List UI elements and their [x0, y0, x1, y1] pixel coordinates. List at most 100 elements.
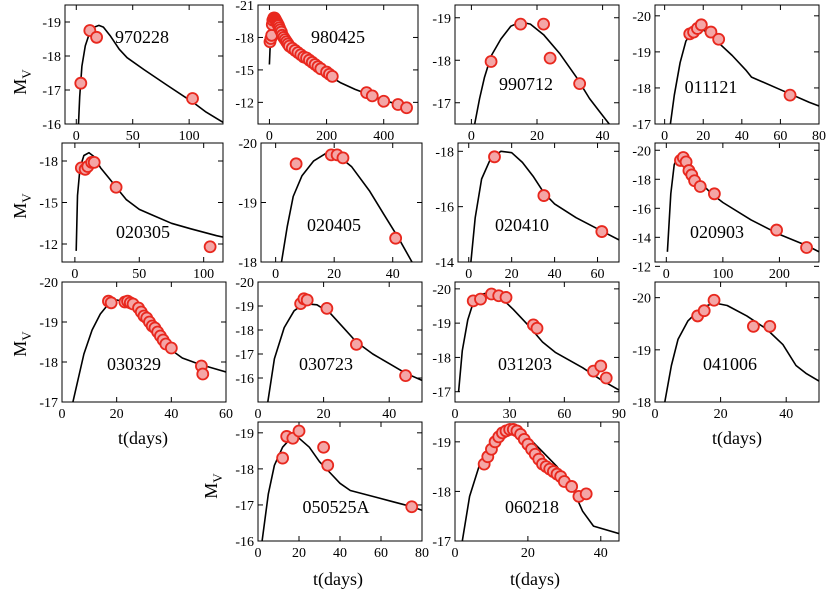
y-axis-title-sub: V [210, 473, 225, 483]
data-point [565, 480, 579, 493]
x-tick-label: 20 [696, 129, 710, 144]
data-point [399, 369, 413, 383]
x-tick-label: 40 [779, 407, 793, 422]
y-axis-title-main: M [201, 483, 221, 499]
panel-031203: 0 30 60 90 -17 -18 -19 -20 031203 [432, 281, 626, 422]
x-tick-label: 50 [132, 267, 146, 282]
y-tick-label: -18 [632, 173, 651, 188]
x-tick-label: 0 [652, 407, 659, 422]
panel-020410: 0 20 40 60 -14 -16 -18 020410 [435, 142, 620, 282]
model-curve [457, 291, 619, 392]
y-axis-title-row4: MV [201, 473, 225, 499]
data-points [477, 423, 593, 503]
x-tick-label: 20 [530, 129, 544, 144]
panel-frame [654, 281, 820, 403]
x-tick-label: 60 [557, 407, 571, 422]
sn-label: 020410 [495, 215, 549, 235]
x-tick-label: 40 [594, 546, 608, 561]
x-tick-label: 40 [735, 129, 749, 144]
x-tick-label: 40 [164, 407, 178, 422]
x-tick-label: 0 [663, 267, 670, 282]
sn-label: 011121 [685, 77, 738, 97]
y-tick-label: -20 [432, 283, 451, 298]
y-tick-label: -18 [632, 396, 651, 411]
y-tick-label: -19 [632, 46, 651, 61]
data-point [400, 101, 413, 115]
data-point [704, 25, 718, 39]
data-points [674, 151, 813, 254]
sn-label: 031203 [498, 354, 552, 374]
data-points [466, 287, 613, 385]
model-curve [664, 302, 819, 402]
panel-frame [457, 142, 620, 263]
data-point [349, 337, 363, 351]
data-point [292, 424, 306, 438]
y-tick-label: -21 [235, 0, 254, 14]
sn-label: 041006 [703, 354, 757, 374]
y-tick-label: -15 [39, 197, 58, 212]
data-point [474, 292, 487, 306]
y-tick-label: -17 [432, 97, 451, 112]
panel-frame [454, 421, 620, 542]
data-point [763, 319, 777, 333]
y-tick-label: -19 [432, 12, 451, 27]
y-tick-label: -16 [235, 372, 254, 387]
x-axis-title-row3-left: t(days) [118, 428, 168, 449]
data-point [599, 371, 613, 385]
data-points [683, 18, 797, 102]
sn-label: 020405 [307, 215, 361, 235]
data-points [102, 294, 210, 381]
y-tick-label: -19 [432, 317, 451, 332]
data-point [514, 17, 527, 31]
data-point [694, 18, 708, 32]
y-tick-label: -19 [42, 16, 61, 31]
panel-030329: 0 20 40 60 -17 -18 -19 -20 030329 [39, 276, 233, 422]
x-tick-label: 80 [812, 129, 826, 144]
data-point [320, 301, 334, 315]
y-tick-label: -12 [39, 238, 58, 253]
x-tick-label: 50 [126, 129, 140, 144]
y-tick-label: -17 [432, 386, 451, 401]
panel-020903: 0 100 200 -12 -14 -16 -18 -20 020903 [632, 142, 820, 282]
y-tick-label: -14 [435, 256, 454, 271]
y-tick-label: -20 [235, 276, 254, 291]
x-tick-label: 0 [465, 267, 472, 282]
y-axis-title-row2: MV [10, 193, 34, 219]
y-tick-label: -16 [435, 201, 454, 216]
data-point [325, 70, 339, 83]
data-point [484, 55, 498, 68]
data-point [405, 500, 419, 514]
panel-020305: 0 50 100 -12 -15 -18 020305 [39, 142, 224, 282]
y-tick-label: -20 [39, 276, 58, 291]
data-point [109, 180, 123, 194]
data-point [697, 304, 711, 318]
sn-label: 970228 [115, 27, 169, 47]
sn-label: 020903 [690, 222, 744, 242]
y-tick-label: -20 [632, 292, 651, 307]
x-tick-label: 60 [591, 267, 605, 282]
x-tick-label: 40 [596, 129, 610, 144]
sn-label: 030723 [299, 354, 353, 374]
data-point [317, 440, 331, 454]
x-tick-label: 200 [769, 267, 790, 282]
y-tick-label: -18 [235, 324, 254, 339]
model-curve [267, 302, 422, 402]
data-points [74, 24, 199, 105]
y-tick-label: -17 [39, 396, 58, 411]
sn-label: 050525A [303, 497, 370, 517]
panel-frame [654, 142, 820, 263]
panel-050525A: 0 20 40 60 80 -16 -17 -18 -19 050525A [235, 421, 429, 561]
panel-980425: 0 200 400 -12 -15 -18 -21 980425 [235, 0, 419, 144]
y-axis-title-sub: V [19, 331, 34, 341]
sn-label: 020305 [116, 222, 170, 242]
y-tick-label: -18 [39, 356, 58, 371]
y-axis-title-row3: MV [10, 331, 34, 357]
y-tick-label: -16 [632, 202, 651, 217]
data-point [196, 367, 210, 381]
axis-titles-layer: MV MV MV MV t(days) t(days) t(days) t(da… [10, 69, 762, 589]
panel-011121: 0 20 40 60 80 -17 -18 -19 -20 011121 [632, 4, 826, 144]
y-tick-label: -19 [235, 427, 254, 442]
x-tick-label: 40 [548, 267, 562, 282]
x-axis-title-row3-right: t(days) [712, 428, 762, 449]
data-point [74, 76, 88, 90]
